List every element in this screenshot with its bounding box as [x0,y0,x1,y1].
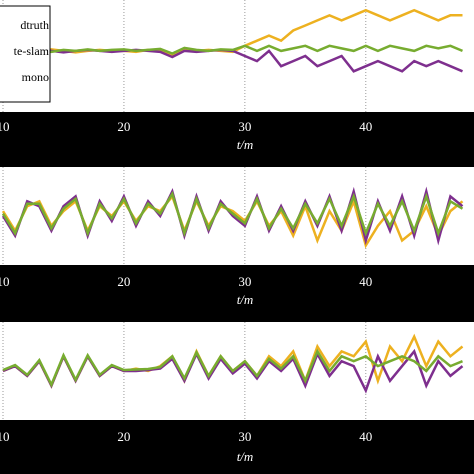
x-tick-label: 30 [238,119,251,134]
series-line [2,44,463,55]
legend-label: te-slam [14,44,50,58]
x-tick-label: 20 [117,274,130,289]
x-tick-label: 10 [0,274,10,289]
x-tick-label: 20 [117,429,130,444]
legend-label: mono [22,70,49,84]
x-axis-label: t/m [237,137,254,152]
x-tick-label: 40 [359,119,372,134]
legend-box [0,5,51,103]
x-tick-label: 30 [238,274,251,289]
x-axis-label: t/m [237,449,254,464]
x-tick-label: 30 [238,429,251,444]
series-line [1,190,464,238]
x-tick-label: 40 [359,429,372,444]
x-tick-label: 10 [0,119,10,134]
series-line [2,348,463,388]
x-tick-label: 10 [0,429,10,444]
x-tick-label: 40 [359,274,372,289]
legend-label: dtruth [20,18,49,32]
plot-area [0,0,474,112]
x-axis-label: t/m [237,292,254,307]
x-tick-label: 20 [117,119,130,134]
